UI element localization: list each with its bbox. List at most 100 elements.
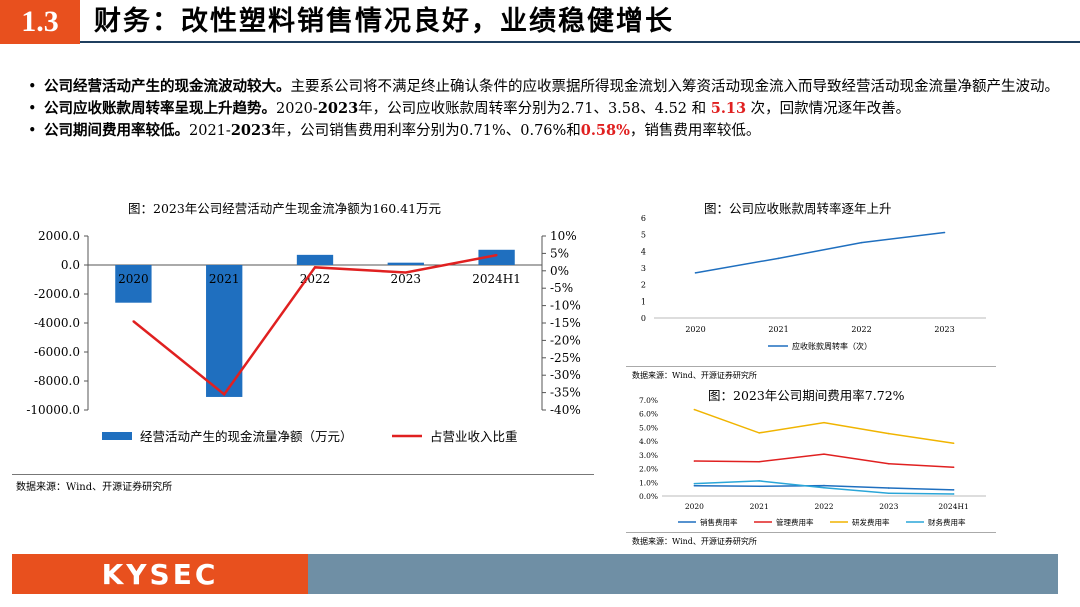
y-tick-label: 1.0% [639,478,658,487]
y-tick-label: 5 [641,231,646,240]
ratio-point [404,271,407,274]
bullet-list: • 公司经营活动产生的现金流波动较大。主要系公司将不满足终止确认条件的应收票据所… [28,76,1068,142]
y-tick-label: 2 [641,281,646,290]
ratio-point [495,254,498,257]
bullet-item-cashflow: • 公司经营活动产生的现金流波动较大。主要系公司将不满足终止确认条件的应收票据所… [28,76,1068,98]
legend-label: 销售费用率 [700,517,738,527]
ratio-point [314,266,316,269]
source-divider [12,474,594,475]
y-tick-label: 4.0% [639,437,658,446]
cashflow-bar [296,254,334,265]
expense-line [694,408,954,444]
bullet-lead: 公司应收账款周转率呈现上升趋势。 [44,100,276,117]
x-tick-label: 2024H1 [938,502,968,511]
y-tick-label: 3.0% [639,451,658,460]
expense-point [888,432,890,435]
bullet-item-receivables: • 公司应收账款周转率呈现上升趋势。2020-2023年，公司应收账款周转率分别… [28,98,1068,120]
right-tick-label: -20% [550,333,581,347]
left-tick-label: -8000.0 [34,374,80,388]
legend-label: 管理费用率 [776,517,814,527]
bullet-year-bold: 2023 [317,100,359,117]
y-tick-label: 4 [641,247,646,256]
y-tick-label: 2.0% [639,465,658,474]
expense-point [693,482,696,485]
turnover-point [860,241,863,244]
bullet-highlight: 0.58% [580,122,630,139]
turnover-line [695,231,945,274]
right-tick-label: 10% [550,229,577,243]
expense-point [758,460,760,463]
left-tick-label: -2000.0 [34,287,80,301]
bullet-dot-icon: • [28,101,37,117]
expense-point [693,484,696,487]
bullet-text-tail: 次，回款情况逐年改善。 [746,101,911,117]
bullet-highlight: 5.13 [710,100,747,117]
right-tick-label: 0% [550,264,569,278]
right-tick-label: -30% [550,368,581,382]
footer-bar [302,554,1058,594]
x-tick-label: 2021 [209,272,240,286]
legend-label-line: 占营业收入比重 [430,429,518,444]
y-tick-label: 5.0% [639,423,658,432]
expense-point [758,485,760,488]
expense-point [823,421,825,424]
legend-label: 财务费用率 [928,517,966,527]
x-tick-label: 2020 [685,502,704,511]
ratio-point [132,320,135,323]
right-tick-label: -35% [550,386,581,400]
right-tick-label: -25% [550,351,581,365]
expense-point [758,480,760,482]
x-tick-label: 2022 [300,272,331,286]
cashflow-bar [115,265,152,303]
source-note-turnover: 数据来源：Wind、开源证券研究所 [632,371,757,380]
y-tick-label: 1 [641,297,646,306]
y-tick-label: 6 [641,214,646,223]
left-tick-label: 0.0 [61,258,80,272]
y-tick-label: 0.0% [639,492,658,501]
bullet-text: 年，公司应收账款周转率分别为2.71、3.58、4.52 和 [358,101,711,117]
bullet-dot-icon: • [28,79,37,95]
y-tick-label: 3 [641,264,646,273]
ratio-point [223,393,226,396]
expense-point [823,486,825,489]
left-tick-label: -4000.0 [34,316,80,330]
x-tick-label: 2020 [118,272,149,286]
expense-point [693,408,696,411]
left-tick-label: -10000.0 [26,403,80,417]
kysec-logo: KYSEC [101,557,219,591]
cashflow-chart: 2000.0 0.0 -2000.0 -4000.0 -6000.0 -8000.0 -10… [26,229,581,444]
legend-swatch-bar [102,432,132,440]
cashflow-bar [387,262,424,265]
expense-point [952,466,955,468]
bullet-item-expenses: • 公司期间费用率较低。2021-2023年，公司销售费用利率分别为0.71%、… [28,120,1068,142]
cashflow-bar [206,265,243,397]
source-divider [626,532,996,533]
x-tick-label: 2022 [814,502,833,511]
footer-logo-bar [12,554,308,594]
expense-line [694,453,954,468]
bullet-year-range: 2021- [189,123,231,139]
section-number-badge: 1.3 [0,0,80,44]
bullet-year-bold: 2023 [230,122,272,139]
chart-caption-cashflow: 图：2023年公司经营活动产生现金流净额为160.41万元 [128,201,442,216]
right-tick-label: -5% [550,281,573,295]
x-tick-label: 2020 [685,325,705,334]
y-tick-label: 0 [641,314,646,323]
x-tick-label: 2021 [768,325,788,334]
turnover-point [777,257,780,260]
expense-point [823,484,825,487]
y-tick-label: 6.0% [639,410,658,419]
expense-point [888,492,890,495]
legend-label: 应收账款周转率（次） [792,341,872,351]
y-tick-label: 7.0% [639,396,658,405]
chart-caption-expense: 图：2023年公司期间费用率7.72% [708,388,905,403]
source-divider [626,366,996,367]
bullet-lead: 公司期间费用率较低。 [44,122,189,139]
right-tick-label: -10% [550,299,581,313]
cashflow-bar [478,249,515,265]
page-title: 财务：改性塑料销售情况良好，业绩稳健增长 [94,6,674,37]
expense-point [888,462,890,465]
legend-label: 研发费用率 [852,517,890,527]
x-tick-label: 2023 [934,325,954,334]
turnover-point [694,272,697,274]
